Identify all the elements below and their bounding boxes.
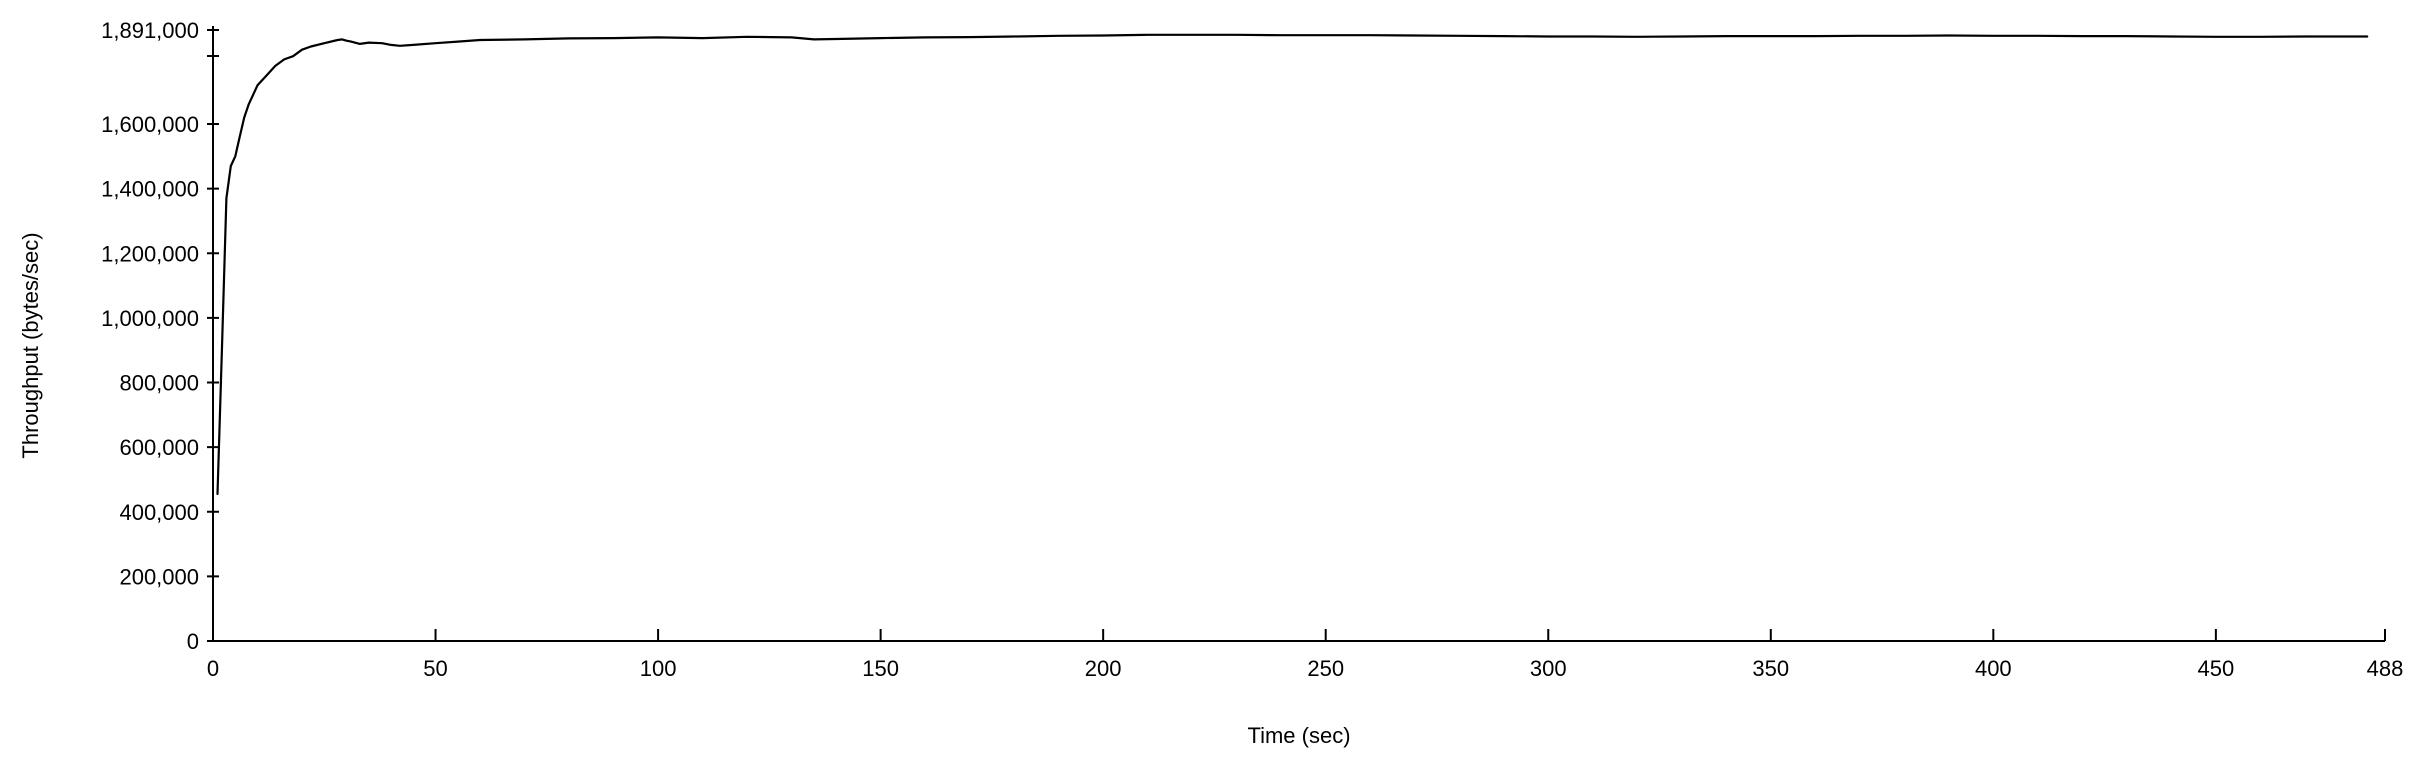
- axes: [207, 26, 2385, 642]
- x-axis-title: Time (sec): [1247, 723, 1350, 748]
- y-tick-label: 1,400,000: [101, 177, 199, 202]
- throughput-series-line: [216, 33, 2369, 496]
- y-tick-label: 400,000: [119, 500, 199, 525]
- y-tick-label: 600,000: [119, 435, 199, 460]
- x-tick-label: 350: [1752, 656, 1789, 681]
- y-tick-label: 1,200,000: [101, 241, 199, 266]
- y-tick-label: 200,000: [119, 564, 199, 589]
- x-tick-label: 300: [1530, 656, 1567, 681]
- x-tick-label: 200: [1085, 656, 1122, 681]
- y-tick-label: 800,000: [119, 371, 199, 396]
- x-tick-label: 450: [2198, 656, 2235, 681]
- y-ticks: 0 200,000 400,000 600,000 800,000 1,000,000 1,…: [101, 18, 219, 654]
- x-tick-label: 100: [640, 656, 677, 681]
- y-tick-label: 1,000,000: [101, 306, 199, 331]
- x-tick-label: 50: [423, 656, 447, 681]
- x-tick-label: 0: [207, 656, 219, 681]
- x-tick-label: 400: [1975, 656, 2012, 681]
- y-tick-label: 1,891,000: [101, 18, 199, 43]
- y-tick-label: 1,600,000: [101, 112, 199, 137]
- x-tick-label: 488: [2367, 656, 2404, 681]
- y-axis-title: Throughput (bytes/sec): [18, 232, 43, 458]
- x-tick-label: 150: [862, 656, 899, 681]
- x-ticks: 0 50 100 150 200 250 300 350 400 450 488: [207, 629, 2403, 681]
- series: [216, 33, 2369, 496]
- y-tick-label: 0: [187, 629, 199, 654]
- x-tick-label: 250: [1307, 656, 1344, 681]
